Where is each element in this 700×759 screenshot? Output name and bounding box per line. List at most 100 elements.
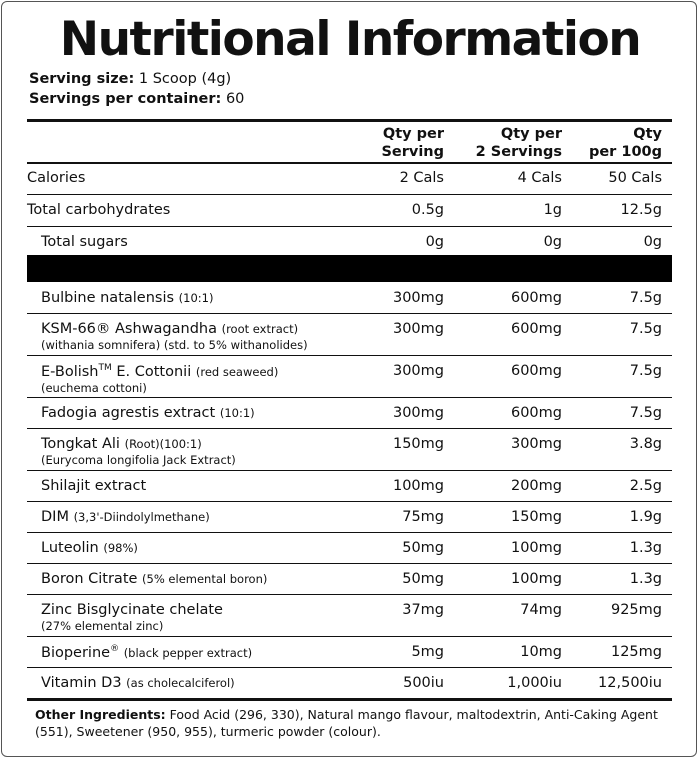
cell: 50mg	[402, 571, 444, 587]
name: E-Bolish	[41, 363, 99, 380]
note: (black pepper extract)	[123, 645, 253, 660]
serving-value: 1 Scoop (4g)	[138, 71, 232, 87]
serving-label: Servings per container:	[29, 91, 222, 107]
ingredient-name: E-BolishTM E. Cottonii (red seaweed) (euc…	[41, 363, 278, 395]
note-line: (27% elemental zinc)	[41, 619, 164, 633]
row-rule	[27, 532, 672, 533]
cell: 600mg	[510, 405, 562, 421]
cell: 7.5g	[629, 321, 662, 337]
cell: 300mg	[392, 290, 444, 306]
cell: 37mg	[402, 602, 444, 618]
cell: 12,500iu	[598, 675, 662, 691]
serving-value: 60	[225, 91, 245, 107]
ingredient-name: Total carbohydrates	[27, 202, 170, 218]
black-bar	[27, 255, 672, 282]
row-rule	[27, 313, 672, 314]
column-header: Qty per	[382, 126, 444, 142]
name-rest: E. Cottonii	[116, 363, 192, 380]
note: (3,3'-Diindolylmethane)	[73, 510, 210, 524]
column-header: Serving	[381, 144, 444, 160]
cell: 1.3g	[629, 540, 662, 556]
note: (root extract)	[221, 322, 299, 336]
cell: 100mg	[510, 571, 562, 587]
name: Vitamin D3	[41, 675, 122, 691]
ingredient-name: Bioperine® (black pepper extract)	[41, 644, 252, 661]
ingredient-name: Zinc Bisglycinate chelate (27% elemental …	[41, 602, 223, 633]
cell: 7.5g	[629, 405, 662, 421]
ingredient-name: Vitamin D3 (as cholecalciferol)	[41, 675, 235, 691]
ingredient-name: Tongkat Ali (Root)(100:1) (Eurycoma longi…	[41, 436, 236, 467]
cell: 50mg	[402, 540, 444, 556]
cell: 4 Cals	[517, 170, 562, 186]
ingredient-name: KSM-66® Ashwagandha (root extract) (witha…	[41, 321, 308, 352]
cell: 300mg	[510, 436, 562, 452]
serving-label: Serving size:	[29, 71, 135, 87]
row-rule	[27, 428, 672, 429]
ingredient-name: Luteolin (98%)	[41, 540, 138, 556]
cell: 300mg	[392, 321, 444, 337]
cell: 600mg	[510, 321, 562, 337]
note: (10:1)	[219, 406, 255, 420]
note-line: (withania somnifera) (std. to 5% withano…	[41, 338, 308, 352]
row-rule	[27, 226, 672, 227]
cell: 600mg	[510, 290, 562, 306]
ingredient-name: Fadogia agrestis extract (10:1)	[41, 405, 255, 421]
column-header: Qty per	[500, 126, 562, 142]
cell: 1.3g	[629, 571, 662, 587]
cell: 1g	[543, 202, 562, 218]
title: Nutritional Information	[59, 12, 642, 67]
cell: 0g	[425, 234, 444, 250]
note: (98%)	[103, 541, 138, 555]
cell: 2.5g	[629, 478, 662, 494]
row-rule	[27, 667, 672, 668]
ingredient-name: DIM (3,3'-Diindolylmethane)	[41, 509, 210, 525]
cell: 500iu	[403, 675, 444, 691]
name: Luteolin	[41, 540, 99, 556]
column-header: 2 Servings	[475, 144, 562, 160]
cell: 3.8g	[629, 436, 662, 452]
cell: 150mg	[392, 436, 444, 452]
superscript: ®	[110, 644, 120, 654]
cell: 925mg	[610, 602, 662, 618]
superscript: TM	[98, 363, 112, 373]
cell: 125mg	[610, 644, 662, 660]
thick-rule	[27, 119, 672, 122]
footer-label: Other Ingredients:	[35, 707, 166, 722]
cell: 75mg	[402, 509, 444, 525]
cell: 200mg	[510, 478, 562, 494]
name: Shilajit extract	[41, 478, 147, 494]
cell: 300mg	[392, 405, 444, 421]
ingredient-name: Bulbine natalensis (10:1)	[41, 290, 213, 306]
cell: 5mg	[411, 644, 444, 660]
cell: 10mg	[520, 644, 562, 660]
serving-line: Serving size: 1 Scoop (4g)	[29, 71, 231, 87]
name: Zinc Bisglycinate chelate	[41, 602, 223, 618]
note: (Root)(100:1)	[124, 437, 202, 451]
name: Calories	[27, 170, 86, 186]
note: (10:1)	[178, 291, 214, 305]
cell: 300mg	[392, 363, 444, 379]
name: Fadogia agrestis extract	[41, 405, 216, 421]
note: (as cholecalciferol)	[126, 676, 235, 690]
cell: 7.5g	[629, 290, 662, 306]
footer-text: Food Acid (296, 330), Natural mango flav…	[35, 707, 658, 739]
cell: 150mg	[510, 509, 562, 525]
name: Total sugars	[41, 234, 128, 250]
cell: 0g	[643, 234, 662, 250]
row-rule	[27, 162, 672, 164]
cell: 100mg	[392, 478, 444, 494]
row-rule	[27, 397, 672, 398]
cell: 1.9g	[629, 509, 662, 525]
name: Bulbine natalensis	[41, 290, 175, 306]
cell: 2 Cals	[399, 170, 444, 186]
column-header: Qty	[633, 126, 662, 142]
row-rule	[27, 194, 672, 195]
cell: 50 Cals	[608, 170, 662, 186]
name: Total carbohydrates	[27, 202, 171, 218]
name: KSM-66® Ashwagandha	[41, 321, 217, 337]
row-rule	[27, 636, 672, 637]
name: Bioperine	[41, 644, 111, 661]
row-rule	[27, 355, 672, 356]
row-rule	[27, 594, 672, 595]
